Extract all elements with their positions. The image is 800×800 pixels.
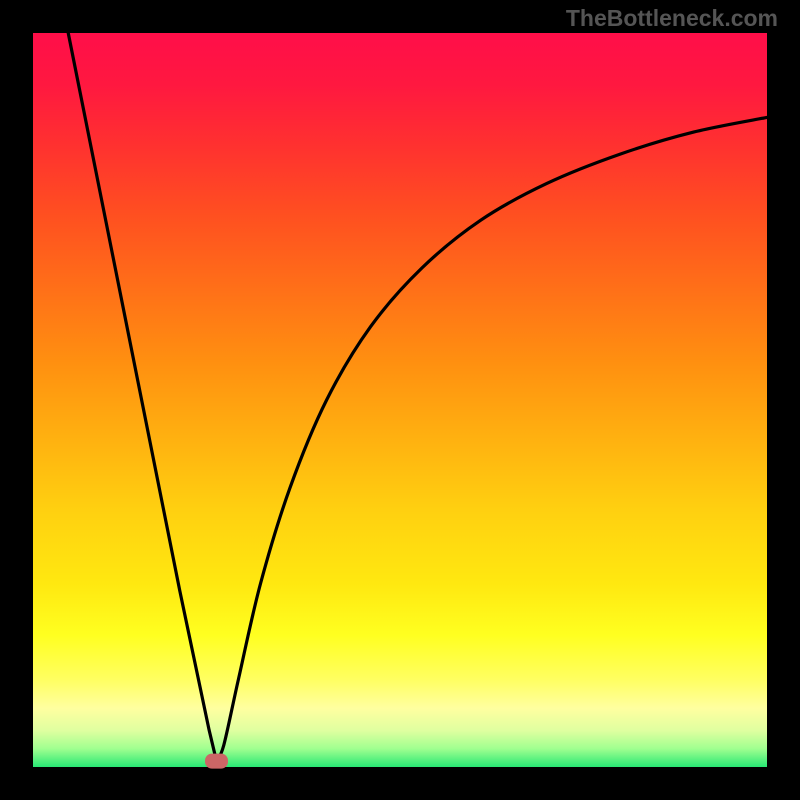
minimum-marker [205,754,228,769]
chart-frame: TheBottleneck.com [0,0,800,800]
watermark-text: TheBottleneck.com [566,5,778,32]
outer-background [0,0,800,800]
chart-svg [0,0,800,800]
bottleneck-curve [68,33,767,761]
plot-area [33,33,767,767]
